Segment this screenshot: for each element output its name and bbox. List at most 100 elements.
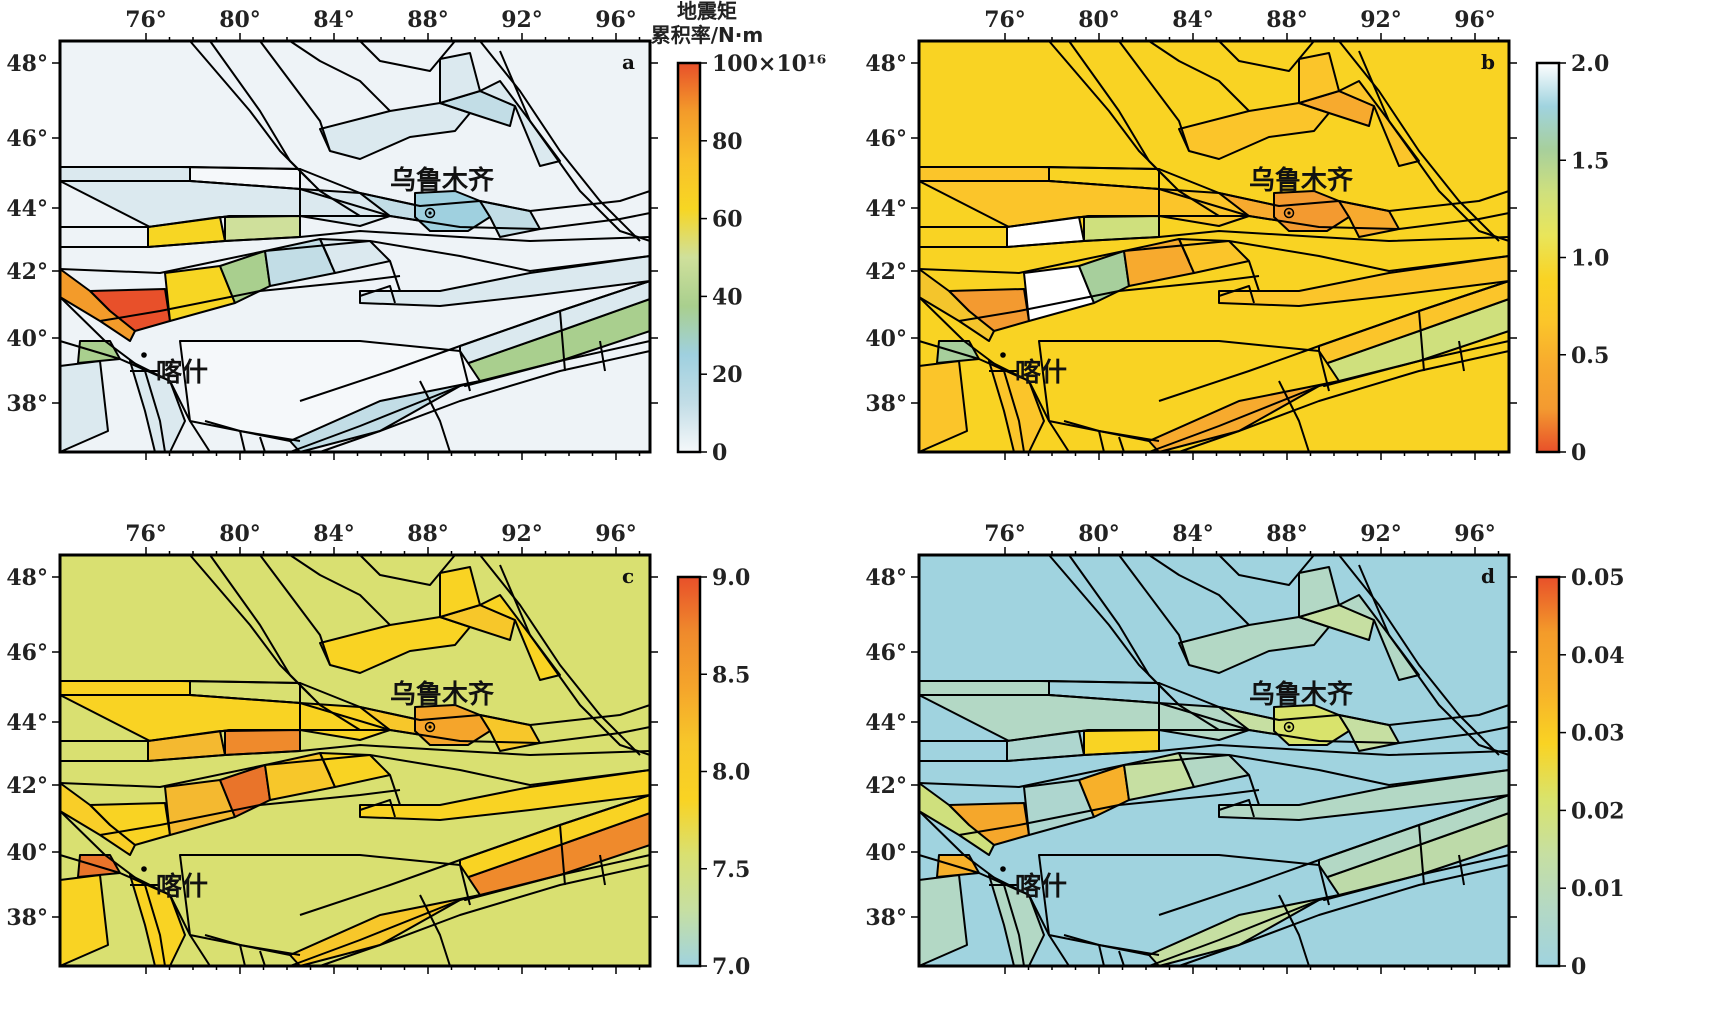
fault-line: [239, 430, 246, 453]
fault-line: [419, 380, 451, 453]
kashgar-marker: [1000, 352, 1006, 358]
fault-line: [1358, 50, 1510, 242]
fault-line: [1218, 285, 1255, 304]
lon-tick-label: 92°: [1360, 7, 1402, 33]
fault-line: [1358, 564, 1510, 756]
kashgar-label: 喀什: [1015, 872, 1067, 902]
lat-tick-label: 38°: [865, 391, 907, 417]
fault-line: [239, 944, 246, 967]
lon-tick-label: 96°: [595, 521, 637, 547]
colorbar-tick-label: 0: [712, 440, 727, 466]
block-north-strip-1: [918, 680, 1050, 696]
urumqi-label: 乌鲁木齐: [1249, 679, 1354, 710]
lon-tick-label: 88°: [1266, 521, 1308, 547]
lon-tick-label: 80°: [1078, 7, 1120, 33]
fault-line: [359, 554, 456, 586]
lat-tick-label: 40°: [6, 840, 48, 866]
fault-line: [189, 554, 311, 696]
lon-tick-label: 76°: [125, 7, 167, 33]
lat-tick-label: 38°: [6, 905, 48, 931]
colorbar-tick-label: 20: [712, 362, 743, 388]
fault-line: [1148, 340, 1510, 453]
colorbar-tick-label: 0.05: [1571, 565, 1625, 591]
kashgar-marker: [141, 866, 147, 872]
lon-tick-label: 80°: [219, 7, 261, 33]
fault-line: [1118, 436, 1125, 453]
colorbar-tick-label: 0: [1571, 440, 1586, 466]
urumqi-label: 乌鲁木齐: [390, 679, 495, 710]
kashgar-label: 喀什: [156, 872, 208, 902]
fault-line: [189, 40, 311, 182]
colorbar-tick-label: 1.0: [1571, 246, 1609, 272]
fault-line: [289, 340, 651, 453]
map-frame-border: [58, 553, 652, 968]
lat-tick-label: 46°: [6, 126, 48, 152]
fault-line: [479, 40, 641, 242]
fault-line: [359, 799, 396, 818]
fault-line: [60, 694, 651, 744]
fault-line: [1278, 380, 1310, 453]
fault-line: [99, 275, 401, 322]
lon-tick-label: 84°: [313, 7, 355, 33]
colorbar-tick-label: 0.04: [1571, 643, 1625, 669]
fault-line: [919, 166, 1510, 212]
lat-tick-label: 48°: [6, 51, 48, 77]
kashgar-marker: [141, 352, 147, 358]
lon-tick-label: 88°: [1266, 7, 1308, 33]
lat-tick-label: 38°: [6, 391, 48, 417]
panel-d: 乌鲁木齐 喀什 d 76° 80° 84° 88° 92° 96° 48° 46° 44° 42° 40°…: [859, 514, 1717, 1028]
urumqi-marker: [1283, 207, 1295, 219]
urumqi-marker-dot: [1287, 725, 1291, 729]
fault-line: [1278, 894, 1310, 967]
panel-b: 乌鲁木齐 喀什 b 76° 80° 84° 88° 92° 96° 48° 46° 44° 42° 40°…: [859, 0, 1717, 514]
lon-tick-label: 84°: [313, 521, 355, 547]
lon-tick-label: 92°: [501, 7, 543, 33]
fault-line: [559, 824, 566, 886]
fault-line: [1148, 854, 1510, 967]
block-kashgar-strip: [918, 268, 995, 342]
fault-line: [389, 774, 401, 806]
lat-tick-label: 46°: [865, 126, 907, 152]
fault-line: [1118, 950, 1125, 967]
fault-line: [60, 744, 651, 762]
fault-line: [1318, 350, 1330, 392]
lon-tick-label: 84°: [1172, 7, 1214, 33]
map-frame-border: [58, 39, 652, 454]
lon-tick-label: 76°: [125, 521, 167, 547]
fault-line: [1178, 864, 1510, 967]
fault-line: [1048, 554, 1170, 696]
fault-line: [919, 694, 1510, 744]
block-ne-range-2: [1338, 80, 1420, 167]
lat-tick-label: 44°: [6, 196, 48, 222]
fault-line: [60, 680, 651, 726]
colorbar: [676, 61, 702, 454]
fault-line: [1158, 280, 1510, 402]
fault-line: [919, 215, 1249, 228]
panel-letter: a: [622, 50, 635, 74]
lon-tick-label: 96°: [595, 7, 637, 33]
lon-tick-label: 92°: [501, 521, 543, 547]
fault-line: [259, 436, 266, 453]
fault-line: [1118, 40, 1190, 152]
fault-line: [319, 752, 331, 776]
colorbar-title: 地震矩: [677, 0, 737, 23]
fault-line: [60, 729, 390, 742]
fault-line: [1248, 774, 1260, 806]
lon-tick-label: 80°: [1078, 521, 1120, 547]
colorbar-tick-label: 0.01: [1571, 876, 1625, 902]
block-kashgar-strip: [918, 782, 995, 856]
fault-line: [389, 260, 401, 292]
lat-tick-label: 42°: [6, 259, 48, 285]
colorbar-tick-label: 2.0: [1571, 51, 1609, 77]
urumqi-marker-dot: [428, 211, 432, 215]
block-north-arc-1: [319, 616, 471, 674]
fault-line: [1218, 554, 1315, 586]
fault-line: [918, 340, 1070, 453]
lat-tick-label: 48°: [6, 565, 48, 591]
block-north-arc-1: [1178, 102, 1330, 160]
